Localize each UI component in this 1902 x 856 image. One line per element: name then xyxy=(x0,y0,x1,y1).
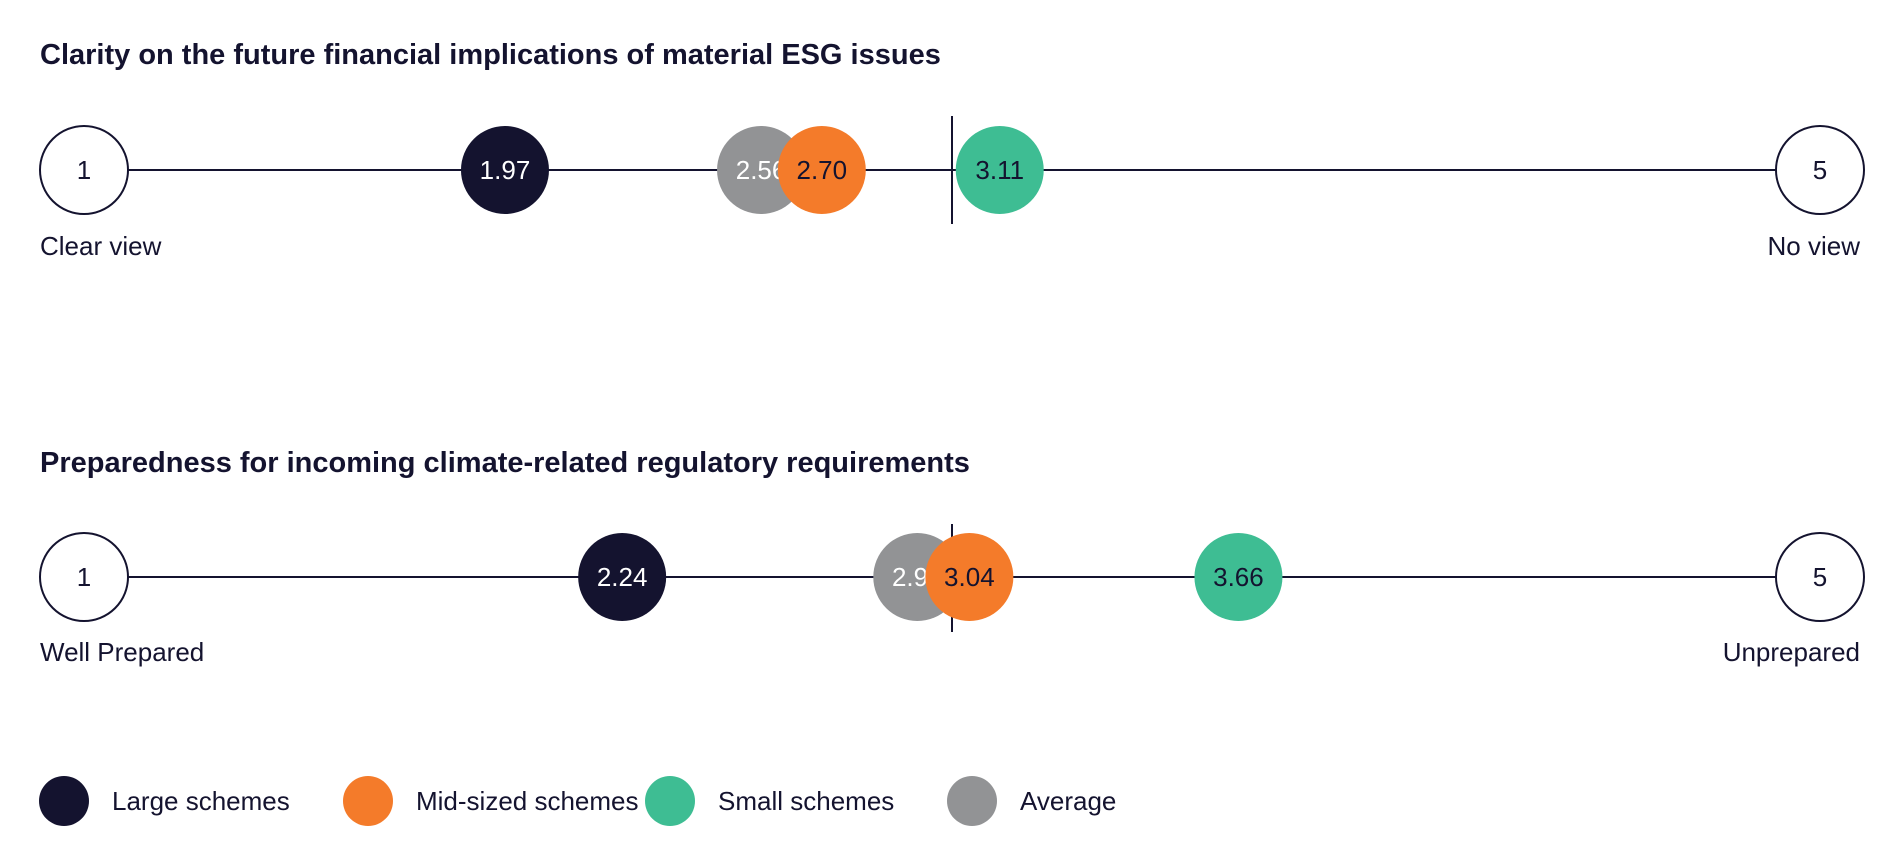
scale-min-circle xyxy=(39,125,129,215)
scale-min-caption: Well Prepared xyxy=(40,637,204,667)
scale-max-label: 5 xyxy=(1813,562,1827,592)
data-label-large: 2.24 xyxy=(597,562,648,592)
data-label-mid: 3.04 xyxy=(944,562,995,592)
data-point-small xyxy=(955,126,1044,214)
legend-label-mid: Mid-sized schemes xyxy=(416,786,639,816)
data-point-mid xyxy=(925,533,1014,621)
scale-max-caption: Unprepared xyxy=(1723,637,1860,667)
data-point-small xyxy=(1194,533,1283,621)
chart-title: Clarity on the future financial implicat… xyxy=(40,39,941,71)
scale-min-caption: Clear view xyxy=(40,231,162,261)
scale-max-circle xyxy=(1775,532,1865,622)
scale-min-circle xyxy=(39,532,129,622)
data-point-large xyxy=(578,533,667,621)
legend-swatch-average xyxy=(947,776,997,826)
legend-label-large: Large schemes xyxy=(112,786,290,816)
scale-min-label: 1 xyxy=(77,562,91,592)
legend-label-small: Small schemes xyxy=(718,786,894,816)
scale-max-label: 5 xyxy=(1813,155,1827,185)
chart-title: Preparedness for incoming climate-relate… xyxy=(40,447,970,479)
legend-label-average: Average xyxy=(1020,786,1116,816)
data-label-mid: 2.70 xyxy=(796,155,847,185)
legend-swatch-large xyxy=(39,776,89,826)
data-point-mid xyxy=(777,126,866,214)
data-point-large xyxy=(460,126,549,214)
scale-max-circle xyxy=(1775,125,1865,215)
data-point-average xyxy=(717,126,806,214)
scale-max-caption: No view xyxy=(1768,231,1861,261)
data-label-small: 3.11 xyxy=(975,155,1024,185)
data-label-large: 1.97 xyxy=(480,155,531,185)
scale-min-label: 1 xyxy=(77,155,91,185)
data-label-small: 3.66 xyxy=(1213,562,1264,592)
legend-swatch-mid xyxy=(343,776,393,826)
legend-swatch-small xyxy=(645,776,695,826)
